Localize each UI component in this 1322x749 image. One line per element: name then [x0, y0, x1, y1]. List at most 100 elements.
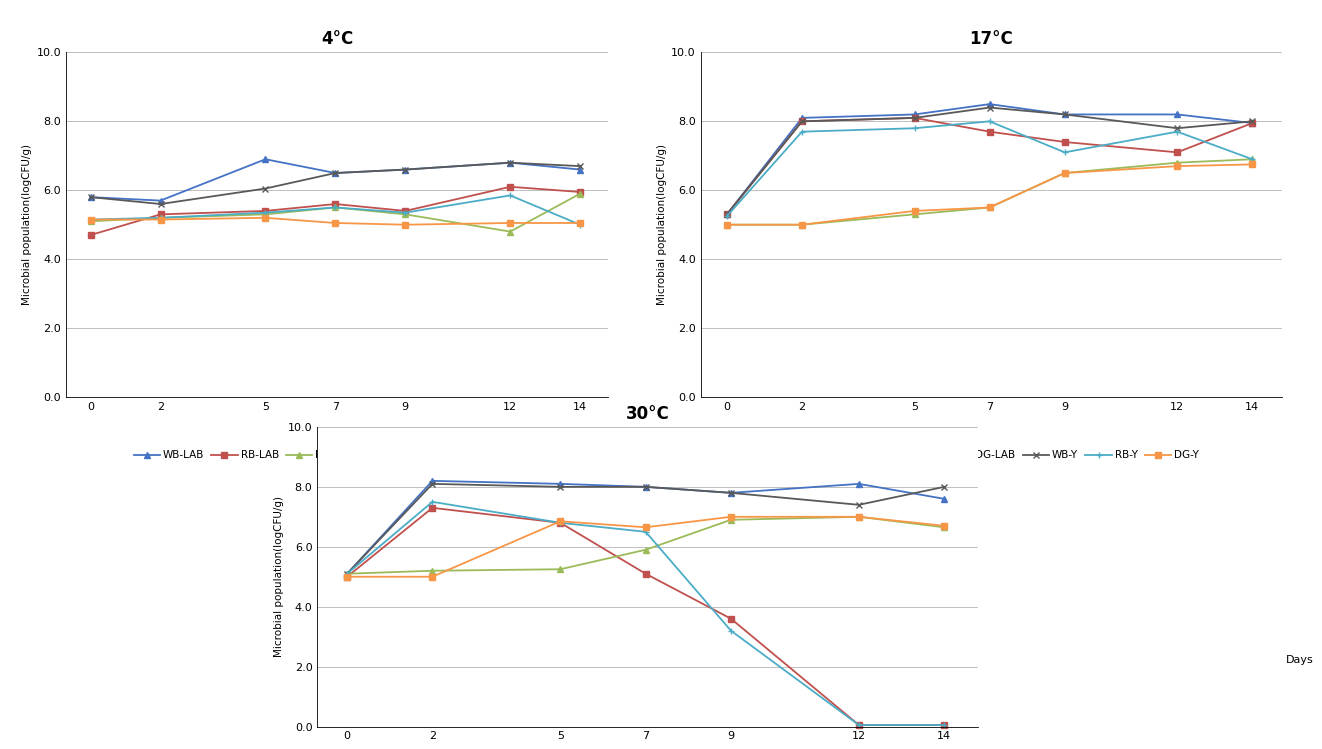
WB-LAB2 — [1244, 118, 1260, 127]
WB-Y — [398, 165, 414, 174]
DG-LAB — [502, 227, 518, 236]
RB-Y — [398, 208, 414, 217]
DG-B — [152, 215, 168, 224]
WB-LAB2 — [719, 210, 735, 219]
Line: DG-LAB: DG-LAB — [723, 156, 1256, 228]
WB-LAB — [328, 169, 344, 178]
DG-B — [83, 215, 99, 224]
RB-Y — [1244, 155, 1260, 164]
Line: WB-LAB: WB-LAB — [87, 156, 583, 204]
Title: 4°C: 4°C — [321, 30, 353, 48]
DG-LAB — [152, 213, 168, 222]
DG-LAB — [936, 523, 952, 532]
DG-LAB — [1244, 155, 1260, 164]
Line: RB-LAB: RB-LAB — [87, 184, 583, 238]
Line: WB-Y: WB-Y — [87, 160, 583, 207]
WB-Y — [572, 162, 588, 171]
WB-LAB2 — [907, 113, 923, 122]
DG-Y — [907, 207, 923, 216]
DG-B — [502, 219, 518, 228]
WB-LAB — [424, 476, 440, 485]
RB-Y — [851, 721, 867, 730]
RB-LAB — [152, 210, 168, 219]
WB-LAB — [502, 158, 518, 167]
WB-Y — [553, 482, 568, 491]
Title: 30°C: 30°C — [625, 404, 670, 422]
WB-LAB — [398, 165, 414, 174]
RB-LAB — [328, 199, 344, 208]
DG-Y — [1170, 162, 1186, 171]
WB-Y — [795, 117, 810, 126]
WB-LAB2 — [795, 117, 810, 126]
DG-LAB — [572, 189, 588, 198]
WB-LAB — [258, 155, 274, 164]
DG-Y — [553, 517, 568, 526]
Y-axis label: Microbial population(logCFU/g): Microbial population(logCFU/g) — [657, 145, 668, 305]
WB-Y — [851, 500, 867, 509]
Y-axis label: Microbial population(logCFU/g): Microbial population(logCFU/g) — [274, 497, 284, 657]
WB-LAB2 — [982, 127, 998, 136]
WB-LAB — [572, 165, 588, 174]
DG-LAB — [723, 515, 739, 524]
WB-Y — [258, 184, 274, 193]
WB-LAB — [1056, 110, 1072, 119]
DG-B — [572, 219, 588, 228]
DG-LAB — [398, 210, 414, 219]
DG-Y — [340, 572, 356, 581]
DG-Y — [1056, 169, 1072, 178]
DG-LAB — [637, 545, 653, 554]
WB-LAB — [795, 113, 810, 122]
Line: RB-LAB: RB-LAB — [344, 504, 948, 729]
RB-LAB — [572, 187, 588, 196]
DG-Y — [424, 572, 440, 581]
DG-Y — [851, 512, 867, 521]
WB-LAB — [907, 110, 923, 119]
Line: WB-LAB: WB-LAB — [723, 100, 1256, 218]
DG-LAB — [851, 512, 867, 521]
Line: DG-LAB: DG-LAB — [87, 190, 583, 235]
DG-LAB — [340, 569, 356, 578]
RB-LAB — [723, 614, 739, 623]
DG-Y — [982, 203, 998, 212]
WB-LAB — [340, 569, 356, 578]
WB-LAB — [553, 479, 568, 488]
Line: WB-Y: WB-Y — [344, 480, 948, 577]
DG-B — [328, 219, 344, 228]
DG-LAB — [1170, 158, 1186, 167]
WB-LAB — [1244, 118, 1260, 127]
WB-Y — [936, 482, 952, 491]
RB-Y — [637, 527, 653, 536]
WB-LAB — [152, 196, 168, 205]
WB-Y — [719, 210, 735, 219]
RB-Y — [572, 220, 588, 229]
RB-LAB — [83, 231, 99, 240]
RB-LAB — [340, 572, 356, 581]
RB-LAB — [398, 207, 414, 216]
Line: DG-Y: DG-Y — [723, 161, 1256, 228]
Text: Days: Days — [612, 655, 640, 665]
WB-LAB — [851, 479, 867, 488]
WB-Y — [637, 482, 653, 491]
RB-Y — [83, 215, 99, 224]
RB-LAB — [502, 182, 518, 191]
WB-LAB — [1170, 110, 1186, 119]
RB-LAB — [936, 721, 952, 730]
WB-LAB — [719, 210, 735, 219]
DG-Y — [637, 523, 653, 532]
RB-Y — [1170, 127, 1186, 136]
WB-LAB — [723, 488, 739, 497]
RB-Y — [328, 203, 344, 212]
Legend: WB-LAB, WB-LAB2, DG-LAB, WB-Y, RB-Y, DG-Y: WB-LAB, WB-LAB2, DG-LAB, WB-Y, RB-Y, DG-… — [784, 450, 1199, 461]
DG-Y — [1244, 160, 1260, 169]
Line: DG-B: DG-B — [87, 214, 583, 228]
RB-Y — [795, 127, 810, 136]
RB-LAB — [637, 569, 653, 578]
DG-LAB — [719, 220, 735, 229]
DG-LAB — [83, 216, 99, 225]
Line: RB-Y: RB-Y — [87, 192, 583, 228]
WB-Y — [340, 569, 356, 578]
WB-Y — [1170, 124, 1186, 133]
Line: RB-Y: RB-Y — [723, 118, 1256, 219]
Line: DG-Y: DG-Y — [344, 513, 948, 580]
RB-Y — [723, 626, 739, 635]
